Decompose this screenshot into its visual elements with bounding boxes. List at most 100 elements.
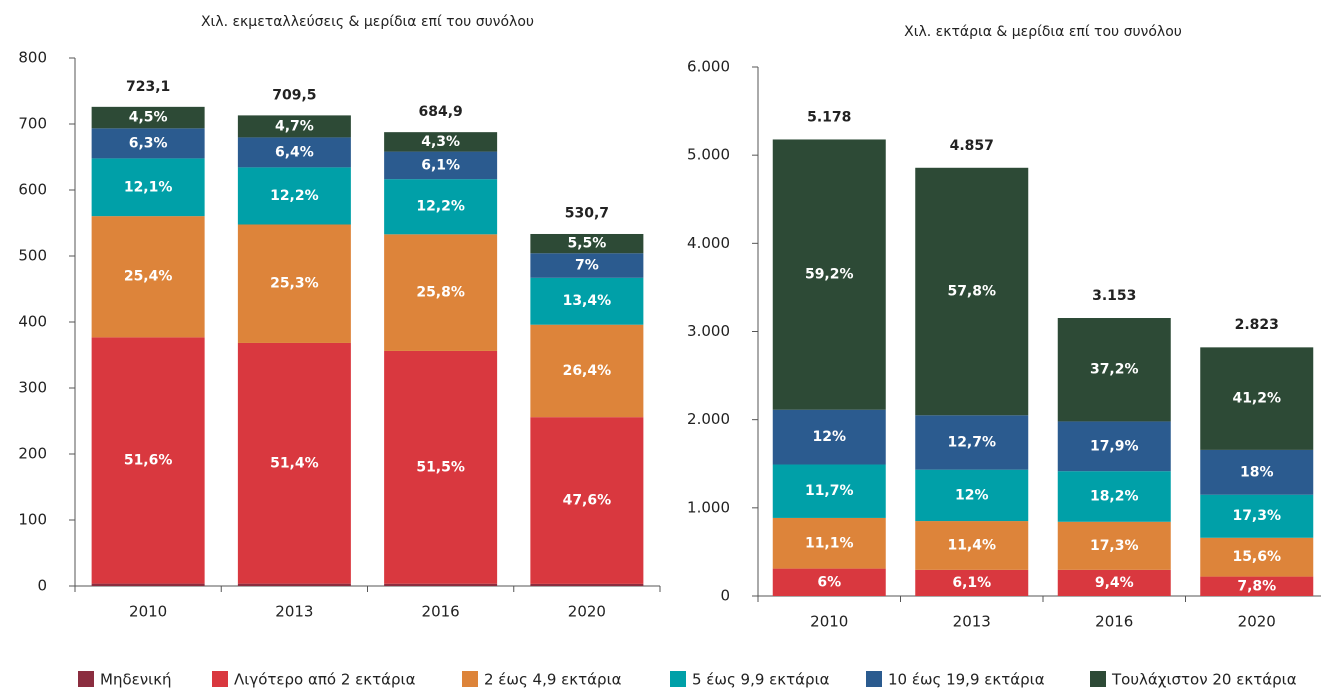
segment-label: 12,2%: [270, 188, 319, 204]
legend-label: 2 έως 4,9 εκτάρια: [484, 671, 622, 689]
segment-label: 11,4%: [947, 537, 996, 553]
y-tick-label: 500: [18, 247, 47, 265]
bar-segment: [384, 583, 498, 586]
segment-label: 7%: [575, 258, 599, 274]
bar-segment: [1057, 569, 1171, 596]
bar-segment: [237, 583, 351, 586]
segment-label: 13,4%: [563, 293, 612, 309]
y-tick-label: 6.000: [687, 58, 730, 76]
segment-label: 5,5%: [567, 236, 606, 252]
total-label: 4.857: [950, 138, 994, 154]
segment-label: 17,3%: [1232, 508, 1281, 524]
bar-segment: [384, 234, 498, 351]
y-tick-label: 4.000: [687, 234, 730, 252]
segment-label: 17,9%: [1090, 438, 1139, 454]
bar-segment: [530, 583, 644, 586]
y-tick-label: 2.000: [687, 410, 730, 428]
bar-segment: [237, 342, 351, 584]
y-tick-label: 800: [18, 49, 47, 67]
y-tick-label: 0: [720, 587, 730, 605]
bar-segment: [772, 568, 886, 596]
bar-segment: [1200, 347, 1314, 450]
bar-segment: [772, 517, 886, 569]
bar-segment: [772, 139, 886, 410]
x-tick-label: 2020: [568, 603, 606, 621]
legend-label: 10 έως 19,9 εκτάρια: [888, 671, 1045, 689]
segment-label: 18%: [1240, 464, 1274, 480]
y-tick-label: 3.000: [687, 322, 730, 340]
x-tick-label: 2010: [129, 603, 167, 621]
legend-label: Μηδενική: [100, 671, 172, 689]
total-label: 684,9: [418, 104, 462, 120]
legend-label: Τουλάχιστον 20 εκτάρια: [1111, 671, 1297, 689]
segment-label: 17,3%: [1090, 538, 1139, 554]
legend-swatch: [1090, 671, 1106, 687]
segment-label: 12,2%: [416, 199, 465, 215]
bar-segment: [1200, 576, 1314, 596]
y-tick-label: 200: [18, 445, 47, 463]
segment-label: 25,8%: [416, 285, 465, 301]
segment-label: 4,3%: [421, 134, 460, 150]
total-label: 3.153: [1092, 288, 1136, 304]
segment-label: 4,7%: [275, 118, 314, 134]
segment-label: 18,2%: [1090, 488, 1139, 504]
segment-label: 6,3%: [129, 135, 168, 151]
y-tick-label: 1.000: [687, 498, 730, 516]
total-label: 530,7: [565, 206, 609, 222]
chart-title: Χιλ. εκμεταλλεύσεις & μερίδια επί του συ…: [201, 14, 534, 30]
x-tick-label: 2016: [422, 603, 460, 621]
bar-segment: [91, 128, 205, 159]
bar-segment: [1057, 421, 1171, 472]
segment-label: 6,4%: [275, 144, 314, 160]
bar-segment: [772, 464, 886, 518]
total-label: 5.178: [807, 109, 851, 125]
legend-swatch: [866, 671, 882, 687]
bar-segment: [1057, 318, 1171, 422]
bar-segment: [1057, 521, 1171, 570]
bar-segment: [384, 179, 498, 235]
y-tick-label: 600: [18, 181, 47, 199]
y-tick-label: 700: [18, 115, 47, 133]
bar-segment: [530, 233, 644, 254]
legend-swatch: [78, 671, 94, 687]
segment-label: 47,6%: [563, 493, 612, 509]
segment-label: 12%: [812, 429, 846, 445]
segment-label: 12,7%: [947, 434, 996, 450]
segment-label: 51,4%: [270, 455, 319, 471]
segment-label: 57,8%: [947, 284, 996, 300]
segment-label: 51,6%: [124, 452, 173, 468]
bar-segment: [91, 158, 205, 217]
legend-swatch: [670, 671, 686, 687]
y-tick-label: 5.000: [687, 146, 730, 164]
x-tick-label: 2013: [275, 603, 313, 621]
y-tick-label: 0: [37, 577, 47, 595]
segment-label: 9,4%: [1095, 575, 1134, 591]
bar-segment: [530, 277, 644, 325]
bar-segment: [384, 350, 498, 584]
segment-label: 12%: [955, 487, 989, 503]
total-label: 2.823: [1235, 317, 1279, 333]
y-tick-label: 400: [18, 313, 47, 331]
segment-label: 41,2%: [1232, 391, 1281, 407]
segment-label: 6%: [817, 574, 841, 590]
bar-segment: [915, 521, 1029, 570]
bar-segment: [1200, 537, 1314, 577]
bar-segment: [530, 417, 644, 584]
total-label: 709,5: [272, 88, 316, 104]
segment-label: 37,2%: [1090, 362, 1139, 378]
bar-segment: [915, 415, 1029, 470]
x-tick-label: 2020: [1238, 613, 1276, 631]
bar-segment: [91, 106, 205, 129]
bar-segment: [237, 115, 351, 138]
bar-segment: [237, 224, 351, 343]
bar-segment: [915, 569, 1029, 596]
segment-label: 25,4%: [124, 269, 173, 285]
segment-label: 4,5%: [129, 110, 168, 126]
total-label: 723,1: [126, 79, 170, 95]
bar-segment: [1057, 471, 1171, 522]
segment-label: 12,1%: [124, 179, 173, 195]
y-tick-label: 300: [18, 379, 47, 397]
bar-segment: [384, 132, 498, 152]
legend-swatch: [212, 671, 228, 687]
segment-label: 25,3%: [270, 276, 319, 292]
